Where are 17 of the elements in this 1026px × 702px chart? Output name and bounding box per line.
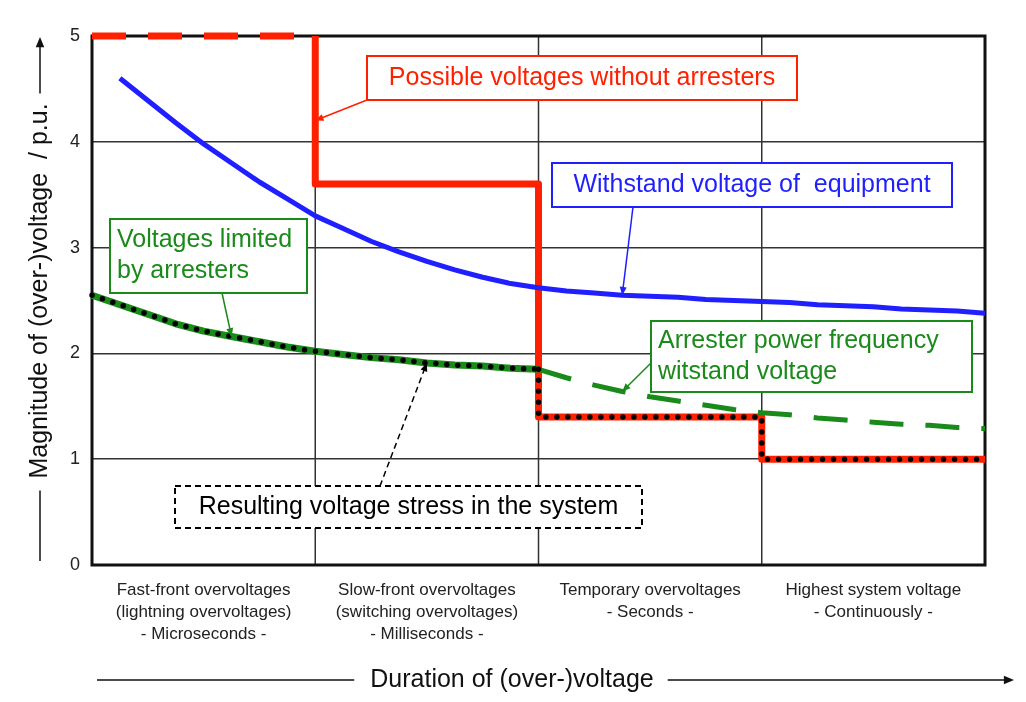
text: Possible voltages without arresters [388, 61, 776, 90]
text: Withstand voltage of equipment [573, 168, 931, 197]
x-tick-label: Temporary overvoltages - Seconds - [559, 579, 741, 621]
x-tick-label: Highest system voltage - Continuously - [785, 579, 962, 621]
series-label: Arrester power frequency witstand voltage [657, 324, 940, 384]
y-tick-label: 2 [69, 342, 80, 363]
x-tick-label: Fast-front overvoltages (lightning overvoltages) - Microseconds - [115, 579, 292, 643]
y-tick-label: 1 [69, 448, 80, 469]
x-tick-label: Slow-front overvoltages (switching overvoltages) - Milliseconds - [335, 579, 519, 643]
y-axis-title: Magnitude of (over-)voltage / p.u. [23, 103, 52, 479]
y-tick-label: 0 [69, 553, 80, 574]
y-tick-label: 4 [69, 130, 80, 151]
text: Resulting voltage stress in the system [198, 490, 619, 519]
x-axis-title: Duration of (over-)voltage [370, 663, 654, 692]
series-label: Voltages limited by arresters [117, 224, 293, 284]
y-tick-label: 3 [69, 236, 80, 257]
y-tick-label: 5 [69, 24, 80, 45]
